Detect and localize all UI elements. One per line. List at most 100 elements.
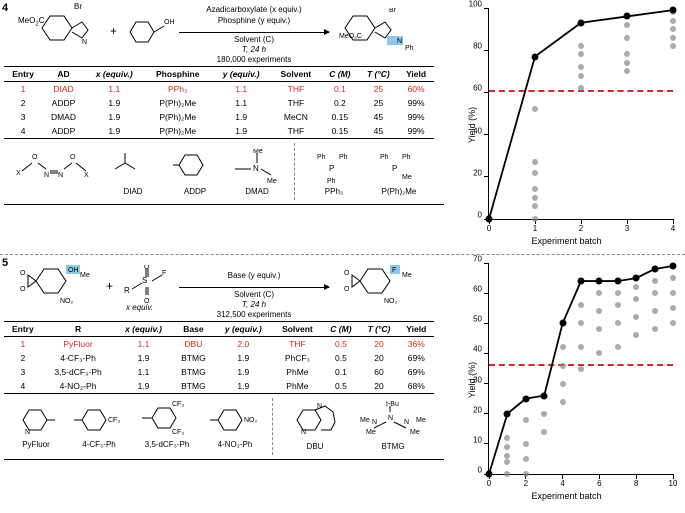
table-cell: 68% [399,379,434,394]
svg-text:X: X [84,172,89,179]
table-cell: 0.1 [322,365,359,379]
product-icon: MeO₂CBrNPh [339,8,419,52]
table-cell: 69% [399,365,434,379]
th: C (M) [322,322,359,337]
struct-addp: ADDP [166,149,224,196]
table-cell: 60 [359,365,398,379]
chart4-xlabel: Experiment batch [531,236,601,246]
panel4-left: MeO2C Br NH + OH Azadicarboxylate (x equ… [4,2,444,205]
svg-text:X: X [16,170,21,177]
table-row: 33,5-dCF₃-Ph1.1BTMG1.9PhMe0.16069% [4,365,434,379]
table-cell: 1.9 [85,96,144,110]
table-cell: ADDP [42,124,85,139]
svg-text:Me: Me [360,417,370,424]
table-cell: P(Ph)₂Me [144,110,212,124]
panel-5: 5 OOOHMeNO₂ + RSOOF x equiv. Base (y equ… [0,255,685,511]
svg-text:N: N [82,39,87,46]
struct-diad-label: DIAD [104,151,162,196]
th: Solvent [271,67,321,82]
table-cell: DMAD [42,110,85,124]
chart4-ylabel: Yield (%) [467,107,477,143]
label: 4-CF₃-Ph [68,440,130,449]
table-cell: PhMe [272,379,322,394]
label: DIAD [104,187,162,196]
table-cell: 36% [399,337,434,352]
svg-text:N: N [253,164,259,173]
table-5-header-row: Entry R x (equiv.) Base y (equiv.) Solve… [4,322,434,337]
table-cell: 1 [4,82,42,97]
struct-4no2: NO₂ 4-NO₂-Ph [204,404,266,449]
table-cell: 4-CF₃-Ph [42,351,115,365]
table-cell: 0.5 [322,379,359,394]
divider [272,398,273,455]
table-row: 24-CF₃-Ph1.9BTMG1.9PhCF₃0.52069% [4,351,434,365]
xequiv: x equiv. [126,303,153,312]
svg-text:Me: Me [402,272,412,279]
label: DBU [282,442,348,451]
table-cell: P(Ph)₂Me [144,96,212,110]
svg-text:N: N [58,172,63,179]
chart4-plot: 02040608010001234 [488,8,673,220]
svg-text:CF₃: CF₃ [172,429,184,436]
svg-text:P: P [329,164,334,173]
table-cell: PPh₃ [144,82,212,97]
table-cell: 3,5-dCF₃-Ph [42,365,115,379]
svg-text:O: O [20,270,26,277]
th: x (equiv.) [85,67,144,82]
table-cell: BTMG [173,379,215,394]
table-5: Entry R x (equiv.) Base y (equiv.) Solve… [4,321,434,394]
table-cell: PhCF₃ [272,351,322,365]
struct-dbu: NN DBU [282,402,348,451]
table-row: 1PyFluor1.1DBU2.0THF0.52036% [4,337,434,352]
conditions-text: Solvent (C) T, 24 h 180,000 experiments [184,35,324,65]
svg-text:P: P [392,164,397,173]
th: Yield [398,67,434,82]
table-cell: 0.5 [322,351,359,365]
table-4: Entry AD x (equiv.) Phosphine y (equiv.)… [4,66,434,139]
table-cell: 1.9 [85,124,144,139]
svg-text:N: N [317,403,322,410]
cond-line3: 312,500 experiments [184,310,324,320]
svg-text:O: O [344,286,350,293]
svg-text:Ph: Ph [405,45,414,52]
struct-4cf3: CF₃ 4-CF₃-Ph [68,404,130,449]
svg-text:O: O [344,270,350,277]
table-row: 2ADDP1.9P(Ph)₂Me1.1THF0.22599% [4,96,434,110]
table-cell: 45 [359,124,399,139]
svg-text:N: N [372,419,377,426]
reaction-arrow-icon [179,32,329,33]
svg-text:Ph: Ph [327,178,336,185]
reaction-arrow-icon [179,287,329,288]
th: T (°C) [359,322,398,337]
svg-text:N: N [397,38,402,45]
table-row: 3DMAD1.9P(Ph)₂Me1.9MeCN0.154599% [4,110,434,124]
panel-4: 4 MeO2C Br NH + OH Azadicarboxylate (x e… [0,0,685,255]
reaction-scheme-5: OOOHMeNO₂ + RSOOF x equiv. Base (y equiv… [4,257,444,321]
th: AD [42,67,85,82]
cond-line1: Solvent (C) [184,290,324,300]
label: 3,5-dCF₃-Ph [134,440,200,449]
plus-icon: + [110,24,117,38]
table-cell: DBU [173,337,215,352]
table-cell: 1.9 [212,110,271,124]
table-row: 4ADDP1.9P(Ph)₂Me1.9THF0.154599% [4,124,434,139]
svg-text:Me: Me [267,178,277,185]
svg-text:O: O [144,265,150,271]
struct-btmg: t-BuNMeNNMeMeMe BTMG [354,400,432,451]
svg-text:N: N [44,172,49,179]
table-cell: 1.9 [214,351,272,365]
label: DMAD [228,187,286,196]
struct-pyfluor: N PyFluor [8,404,64,449]
table-cell: 25 [359,96,399,110]
chart5-plot: 0102030405060700246810 [488,263,673,475]
label: P(Ph)₂Me [366,187,432,196]
svg-text:Me: Me [366,429,376,436]
chart-4: Yield (%) Experiment batch 0204060801000… [454,2,679,248]
table-4-body: 1DIAD1.1PPh₃1.1THF0.12560%2ADDP1.9P(Ph)₂… [4,82,434,139]
reag-line1: Base (y equiv.) [184,270,324,281]
table-cell: THF [271,82,321,97]
svg-text:N: N [404,419,409,426]
table-cell: 4 [4,379,42,394]
th: T (°C) [359,67,399,82]
svg-text:N: N [388,415,393,422]
